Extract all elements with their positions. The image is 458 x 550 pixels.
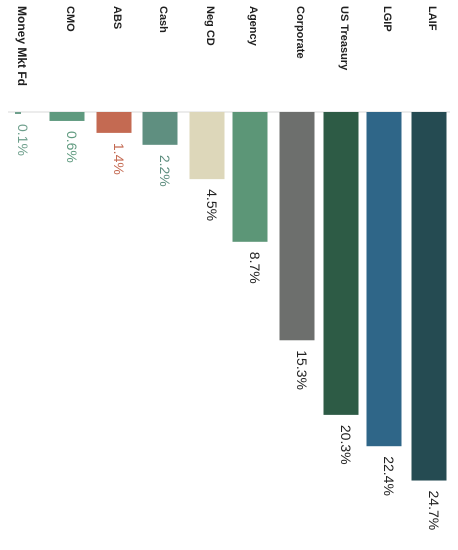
bar-abs (96, 112, 132, 133)
value-label: 4.5% (204, 189, 220, 221)
bar-us-treasury (323, 112, 359, 415)
bar-cash (142, 112, 178, 145)
bar-laif (411, 112, 447, 481)
bar-agency (232, 112, 268, 242)
category-label: LAIF (426, 6, 438, 31)
value-label: 0.6% (64, 131, 80, 163)
category-label: Neg CD (204, 6, 216, 46)
category-label: Corporate (294, 6, 306, 59)
category-label: LGIP (381, 6, 393, 32)
bar-cmo (49, 112, 85, 121)
category-label: Agency (247, 6, 259, 47)
value-label: 24.7% (426, 491, 442, 531)
value-label: 20.3% (338, 425, 354, 465)
value-label: 2.2% (157, 155, 173, 187)
bar-lgip (366, 112, 402, 447)
value-label: 15.3% (294, 350, 310, 390)
bar-money-mkt-fd (15, 112, 21, 114)
category-label: Cash (157, 6, 169, 33)
category-label: Money Mkt Fd (15, 6, 29, 86)
category-label: US Treasury (338, 6, 350, 71)
bar-neg-cd (189, 112, 225, 180)
value-label: 1.4% (111, 143, 127, 175)
category-label: CMO (64, 6, 76, 32)
value-label: 0.1% (15, 124, 31, 156)
category-label: ABS (111, 6, 123, 29)
bar-corporate (279, 112, 315, 341)
value-label: 22.4% (381, 456, 397, 496)
value-label: 8.7% (247, 252, 263, 284)
